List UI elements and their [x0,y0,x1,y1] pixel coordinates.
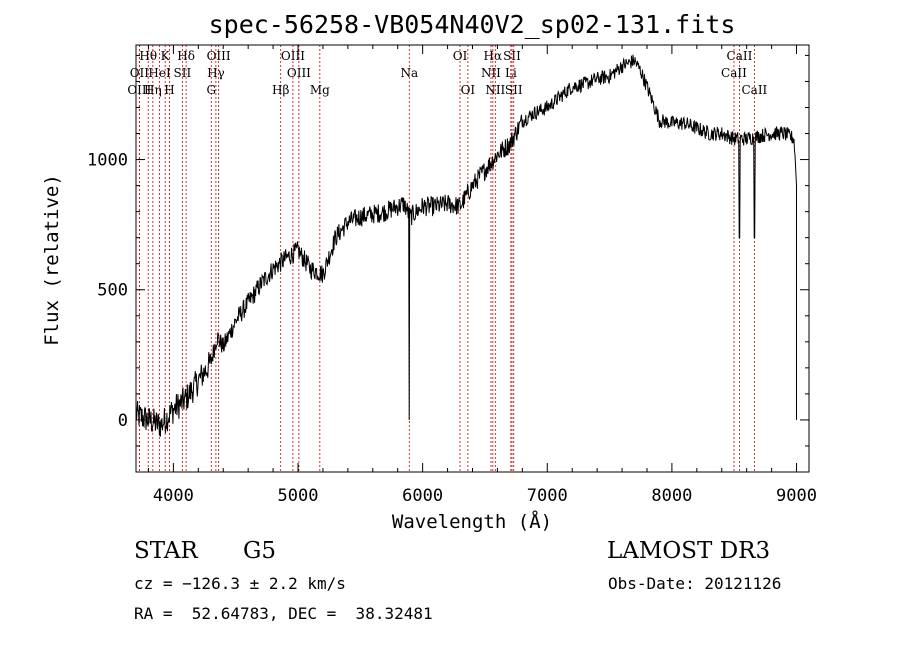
x-tick-label: 9000 [776,486,817,506]
x-tick-label: 7000 [527,486,568,506]
y-tick-label: 0 [118,411,128,431]
line-marker-label: Mg [310,83,330,97]
line-marker-label: OI [453,49,468,63]
line-marker-label: SII [505,83,523,97]
line-marker-label: OI [461,83,476,97]
line-marker-label: OIII [281,49,305,63]
axis-tick-layer: 4000 5000 6000 7000 8000 9000 0 500 1000 [87,45,817,506]
y-tick-label: 500 [97,281,128,301]
line-marker-label: NII [485,83,505,97]
object-subclass: G5 [243,538,277,564]
sky-coordinates: RA = 52.64783, DEC = 38.32481 [134,604,433,623]
survey-name: LAMOST DR3 [607,538,771,564]
line-marker-label: Hδ [177,49,195,63]
plot-frame [135,44,810,473]
y-axis-label: Flux (relative) [41,174,63,346]
line-marker-label: Hθ [139,49,157,63]
line-marker-label: OIII [287,66,311,80]
x-tick-label: 5000 [278,486,319,506]
line-marker-label: SII [503,49,521,63]
line-marker-label: HeI [148,66,171,80]
chart-title: spec-56258-VB054N40V2_sp02-131.fits [209,10,736,39]
spectrum-line [135,54,797,437]
line-marker-label: NII [481,66,501,80]
x-tick-label: 8000 [651,486,692,506]
observation-date: Obs-Date: 20121126 [608,574,782,593]
line-marker-label: K [161,49,171,63]
line-marker-label: OIII [127,83,151,97]
x-tick-label: 6000 [402,486,443,506]
line-marker-label: Hη [144,83,162,97]
radial-velocity: cz = −126.3 ± 2.2 km/s [134,574,346,593]
line-marker-label: CaII [727,49,753,63]
object-class: STAR [134,538,198,564]
line-marker-label: CaII [721,66,747,80]
line-marker-label: CaII [741,83,767,97]
y-tick-label: 1000 [87,151,128,171]
line-marker-label: Li [505,66,517,80]
line-marker-label: H [164,83,174,97]
x-axis-label: Wavelength (Å) [392,510,552,533]
line-marker-label: Hα [484,49,503,63]
line-marker-label: Hβ [272,83,289,97]
line-marker-label: Na [400,66,418,80]
line-marker-label: SII [174,66,192,80]
spectrum-layer [135,54,797,437]
line-marker-label: G [206,83,216,97]
line-marker-label: Hγ [207,66,225,80]
line-marker-label: OIII [207,49,231,63]
x-tick-label: 4000 [153,486,194,506]
